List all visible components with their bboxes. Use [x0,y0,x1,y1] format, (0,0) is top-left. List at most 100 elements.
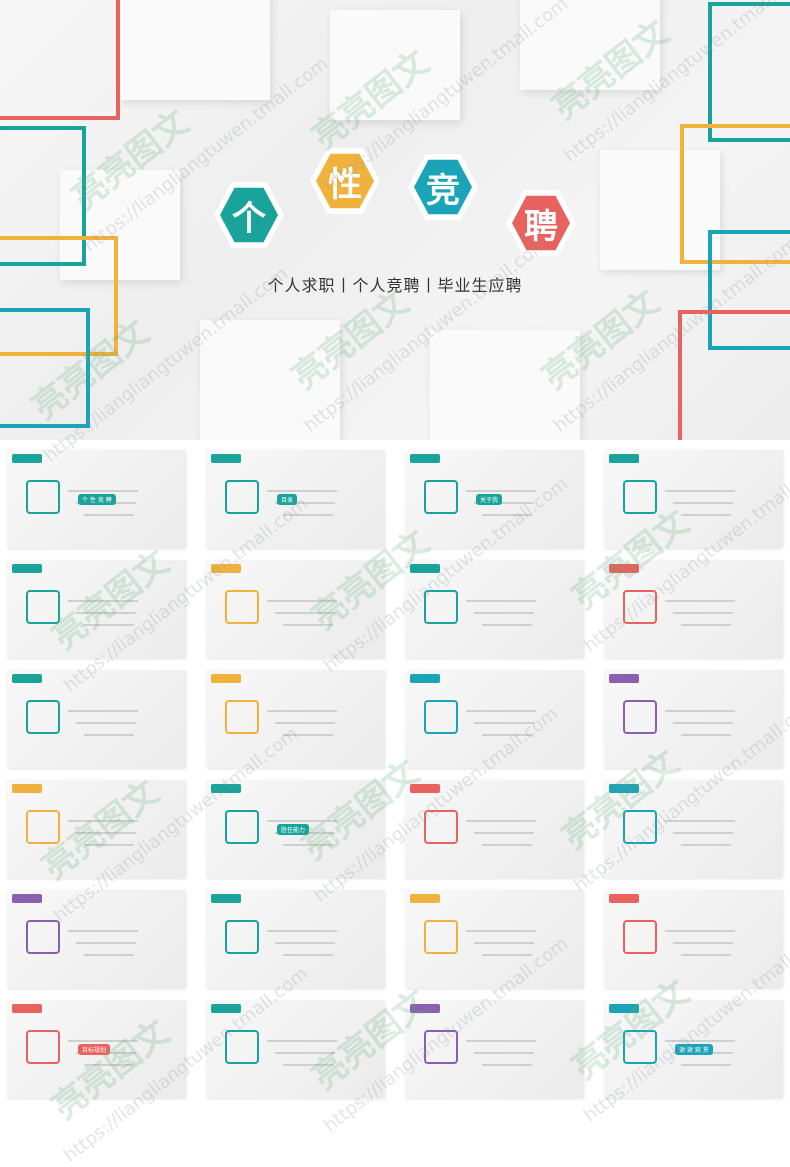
thumb-header-tag [609,564,639,573]
bg-tile [430,330,580,440]
thumb-bg [406,670,584,768]
thumb-header-tag [410,894,440,903]
thumb-text-line [267,490,337,492]
hero-subtitle: 个人求职丨个人竞聘丨毕业生应聘 [267,276,523,295]
thumb-accent-shape [424,700,458,734]
thumb-text-line [474,942,534,944]
thumb-text-line [68,1040,138,1042]
slide-thumbnail[interactable]: 谢 谢 观 赏 [605,1000,783,1098]
thumb-accent-shape [623,700,657,734]
thumb-header-tag [211,1004,241,1013]
thumb-text-line [283,624,333,626]
slide-thumbnail[interactable] [605,670,783,768]
thumb-text-line [283,1064,333,1066]
thumb-text-line [84,844,134,846]
thumb-bg [605,450,783,548]
slide-thumbnail[interactable]: 目录 [207,450,385,548]
thumb-text-line [275,942,335,944]
thumb-header-tag [609,674,639,683]
thumb-text-line [84,734,134,736]
thumb-bg [8,890,186,988]
slide-thumbnail[interactable] [207,560,385,658]
thumb-bg [8,780,186,878]
slide-thumbnail[interactable] [605,890,783,988]
thumb-text-line [68,930,138,932]
title-char: 性 [328,164,362,205]
thumb-text-line [665,1040,735,1042]
thumb-text-line [482,734,532,736]
slide-thumbnail[interactable] [207,670,385,768]
thumb-text-line [665,600,735,602]
thumb-header-tag [12,1004,42,1013]
slide-thumbnail[interactable] [207,890,385,988]
thumb-bg [207,560,385,658]
thumb-label: 目标规划 [78,1044,111,1055]
thumb-header-tag [211,564,241,573]
thumb-text-line [665,930,735,932]
thumb-bg [406,890,584,988]
thumb-text-line [76,942,136,944]
thumb-header-tag [211,674,241,683]
slide-thumbnail[interactable] [605,450,783,548]
thumb-accent-shape [26,700,60,734]
thumb-text-line [466,930,536,932]
title-char: 竞 [426,170,460,211]
thumb-text-line [673,502,733,504]
bg-tile [60,170,180,280]
thumb-bg [406,1000,584,1098]
thumb-text-line [482,514,532,516]
title-char-hex: 聘 [512,195,570,251]
thumb-bg [406,560,584,658]
slide-thumbnail[interactable] [8,560,186,658]
thumb-accent-shape [623,590,657,624]
thumb-text-line [76,722,136,724]
slide-thumbnail[interactable] [406,670,584,768]
slide-thumbnail[interactable]: 关于我 [406,450,584,548]
slide-thumbnail[interactable] [406,1000,584,1098]
thumb-text-line [76,832,136,834]
slide-thumbnail[interactable] [406,890,584,988]
slide-thumbnail[interactable]: 胜任能力 [207,780,385,878]
hero-slide: 个 性 竞 聘 个人求职丨个人竞聘丨毕业生应聘 [0,0,790,440]
thumb-text-line [673,722,733,724]
thumb-text-line [275,722,335,724]
slide-thumbnail[interactable] [605,560,783,658]
thumb-header-tag [410,784,440,793]
thumb-label: 谢 谢 观 赏 [675,1044,713,1055]
thumb-header-tag [410,454,440,463]
thumb-accent-shape [225,590,259,624]
thumb-bg [207,670,385,768]
thumb-text-line [681,954,731,956]
frame-red [678,310,790,440]
frame-teal [0,126,86,266]
thumb-header-tag [410,1004,440,1013]
thumb-text-line [466,600,536,602]
slide-thumbnail[interactable] [406,780,584,878]
slide-thumbnail[interactable]: 个 性 竞 聘 [8,450,186,548]
slide-thumbnail[interactable] [406,560,584,658]
thumb-text-line [267,710,337,712]
thumb-accent-shape [26,920,60,954]
slide-thumbnail[interactable]: 目标规划 [8,1000,186,1098]
bg-tile [600,150,720,270]
thumb-text-line [665,820,735,822]
thumb-accent-shape [424,1030,458,1064]
thumb-text-line [267,600,337,602]
thumb-bg [207,890,385,988]
slide-thumbnail[interactable] [8,890,186,988]
slide-thumbnail[interactable] [207,1000,385,1098]
thumb-header-tag [410,674,440,683]
slide-thumbnail[interactable] [8,670,186,768]
slide-thumbnail[interactable] [605,780,783,878]
thumb-header-tag [211,784,241,793]
thumb-accent-shape [225,700,259,734]
thumb-header-tag [211,894,241,903]
slide-thumbnail[interactable] [8,780,186,878]
thumb-text-line [466,490,536,492]
thumb-text-line [673,612,733,614]
thumb-accent-shape [623,920,657,954]
thumb-text-line [84,954,134,956]
thumb-text-line [275,612,335,614]
thumb-accent-shape [225,810,259,844]
thumb-accent-shape [26,590,60,624]
